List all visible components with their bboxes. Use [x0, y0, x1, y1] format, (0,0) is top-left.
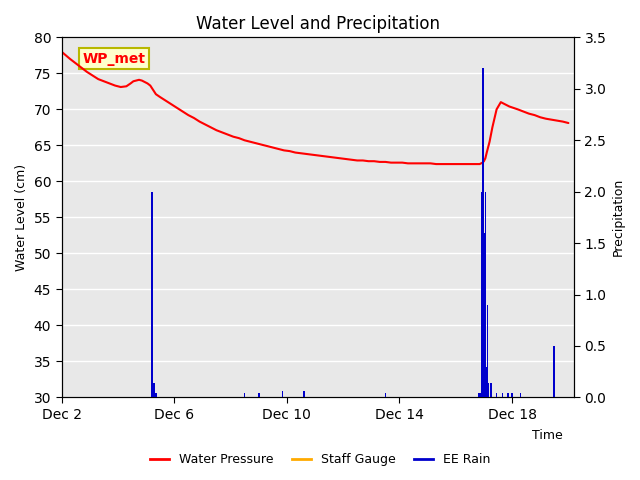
Bar [483, 233, 485, 397]
Bar [488, 383, 490, 397]
Bar [554, 346, 555, 397]
Bar [480, 393, 481, 397]
Bar [303, 391, 305, 397]
Text: Time: Time [532, 429, 563, 442]
Bar [156, 393, 157, 397]
Bar [153, 383, 155, 397]
Bar [511, 393, 513, 397]
Bar [258, 393, 260, 397]
Y-axis label: Water Level (cm): Water Level (cm) [15, 164, 28, 271]
Bar [507, 393, 509, 397]
Title: Water Level and Precipitation: Water Level and Precipitation [196, 15, 440, 33]
Y-axis label: Precipitation: Precipitation [612, 178, 625, 256]
Bar [481, 192, 483, 397]
Bar [486, 367, 487, 397]
Bar [151, 192, 152, 397]
Text: WP_met: WP_met [82, 51, 145, 66]
Bar [478, 393, 479, 397]
Bar [483, 68, 484, 397]
Legend: Water Pressure, Staff Gauge, EE Rain: Water Pressure, Staff Gauge, EE Rain [145, 448, 495, 471]
Bar [282, 391, 284, 397]
Bar [487, 305, 488, 397]
Bar [502, 393, 503, 397]
Bar [496, 393, 497, 397]
Bar [484, 192, 486, 397]
Bar [385, 393, 386, 397]
Bar [520, 393, 522, 397]
Bar [244, 393, 246, 397]
Bar [490, 383, 492, 397]
